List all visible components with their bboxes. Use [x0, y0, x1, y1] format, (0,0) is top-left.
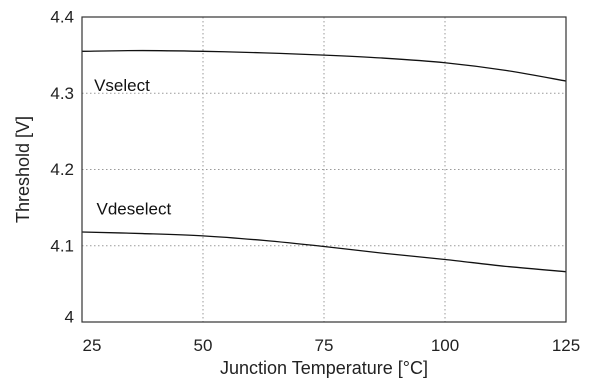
x-tick-label: 75	[315, 336, 334, 355]
series-lines	[81, 49, 567, 273]
x-tick-label: 25	[83, 336, 102, 355]
grid	[82, 17, 566, 322]
y-tick-label: 4	[65, 308, 74, 327]
x-tick-label: 50	[194, 336, 213, 355]
x-tick-label: 100	[431, 336, 459, 355]
series-line-vselect	[81, 49, 567, 82]
y-tick-label: 4.3	[50, 84, 74, 103]
x-tick-label: 125	[552, 336, 580, 355]
x-tick-labels: 25 50 75 100 125	[83, 336, 581, 355]
series-line-vdeselect	[81, 231, 567, 273]
y-tick-label: 4.4	[50, 8, 74, 27]
y-tick-labels: 4 4.1 4.2 4.3 4.4	[50, 8, 74, 327]
annotations: Vselect Vdeselect	[94, 76, 171, 219]
series-annotation: Vselect	[94, 76, 150, 95]
y-tick-label: 4.2	[50, 160, 74, 179]
x-axis-label: Junction Temperature [°C]	[220, 358, 428, 378]
plot-frame	[81, 16, 567, 323]
series-annotation: Vdeselect	[97, 200, 172, 219]
y-axis-label: Threshold [V]	[13, 116, 33, 223]
y-tick-label: 4.1	[50, 236, 74, 255]
